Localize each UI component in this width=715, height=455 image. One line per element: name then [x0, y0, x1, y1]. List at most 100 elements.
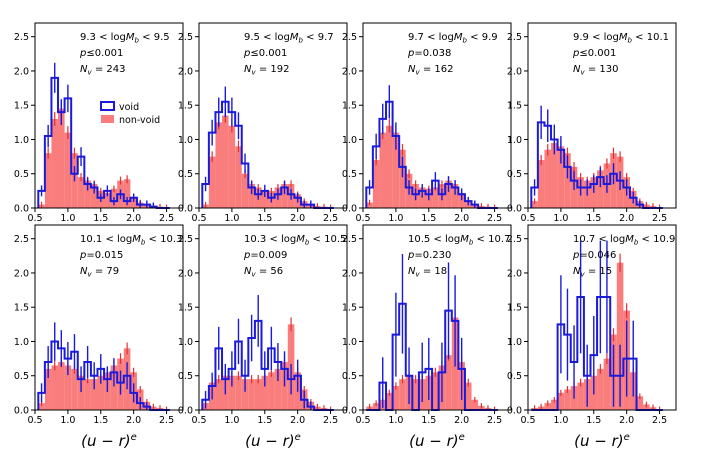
nonvoid-bar [281, 184, 288, 208]
panel-5: 0.5 1.0 1.5 2.0 2.50.00.51.01.52.02.5 10.1 < … [14, 224, 184, 450]
mass-subscript: b [299, 37, 304, 45]
mass-symbol: M [625, 234, 634, 245]
y-tick-label: 2.0 [14, 66, 29, 77]
x-tick-label: 1.5 [257, 213, 272, 224]
nonvoid-bar [235, 146, 242, 208]
nonvoid-bar [77, 375, 85, 410]
x-axis-label-sup: e [295, 432, 301, 443]
mass-range-op: < log [266, 234, 296, 245]
nonvoid-bar [38, 403, 45, 410]
p-symbol: p [79, 250, 86, 261]
y-tick-label: 0.0 [342, 204, 357, 215]
mass-range-high: 9.9 [482, 32, 498, 43]
annotation-p-value: p=0.015 [79, 250, 123, 261]
x-tick-label: 2.0 [290, 415, 305, 426]
y-tick-label: 1.5 [342, 101, 357, 112]
nonvoid-bar [261, 375, 269, 410]
mass-range-op: < log [589, 32, 619, 43]
axes-frame [527, 22, 677, 209]
nonvoid-bar [643, 404, 650, 410]
nonvoid-bar [130, 197, 137, 208]
x-tick-label: 0.5 [520, 415, 535, 426]
n-equals: = [420, 266, 435, 277]
nonvoid-bar [399, 379, 406, 410]
n-subscript: v [580, 69, 585, 77]
mass-range-op2: < [473, 234, 488, 245]
x-tick-label: 1.0 [388, 415, 403, 426]
mass-range-high: 9.7 [318, 32, 334, 43]
y-tick-label: 0.5 [178, 169, 193, 180]
nonvoid-bar [451, 184, 459, 208]
y-tick-label: 2.5 [507, 32, 522, 43]
mass-subscript: b [628, 37, 633, 45]
nonvoid-bar [261, 190, 269, 208]
nonvoid-bar [254, 379, 262, 410]
mass-range-high: 10.7 [488, 234, 510, 245]
y-tick-label: 0.5 [14, 169, 29, 180]
nonvoid-bar [616, 262, 624, 410]
n-equals: = [420, 64, 435, 75]
nonvoid-bar [379, 132, 387, 208]
n-symbol: N [244, 64, 252, 75]
y-tick-label: 1.0 [178, 337, 193, 348]
x-tick-label: 2.0 [126, 213, 141, 224]
annotation-void-count: Nv = 130 [573, 64, 618, 77]
mass-range-op2: < [145, 234, 160, 245]
y-tick-label: 0.0 [507, 204, 522, 215]
x-tick-label: 0.5 [355, 415, 370, 426]
mass-range-high: 10.1 [647, 32, 669, 43]
y-tick-label: 2.0 [342, 66, 357, 77]
y-tick-label: 0.5 [507, 371, 522, 382]
nonvoid-bar [392, 386, 400, 410]
n-symbol: N [80, 64, 88, 75]
x-tick-label: 0.5 [27, 213, 42, 224]
nonvoid-bar [241, 379, 249, 410]
mass-range-low: 10.3 [244, 234, 266, 245]
x-tick-label: 2.0 [454, 415, 469, 426]
nonvoid-bar [123, 179, 131, 208]
p-value-number: 0.001 [588, 48, 617, 59]
n-symbol: N [244, 266, 252, 277]
axes-frame [362, 224, 512, 411]
x-axis-label-sup: e [131, 432, 137, 443]
mass-symbol: M [126, 32, 135, 43]
y-tick-label: 1.5 [342, 303, 357, 314]
n-symbol: N [408, 266, 416, 277]
annotation-void-count: Nv = 162 [408, 64, 453, 77]
nonvoid-bar [432, 187, 439, 208]
y-tick-label: 2.0 [507, 66, 522, 77]
x-tick-label: 2.0 [619, 213, 634, 224]
legend-void-label: void [119, 102, 139, 113]
mass-range-op: < log [260, 32, 290, 43]
x-tick-label: 2.5 [487, 213, 502, 224]
x-tick-label: 2.0 [454, 213, 469, 224]
axes-frame [198, 22, 348, 209]
x-tick-label: 2.5 [323, 213, 338, 224]
void-step-line [365, 100, 498, 209]
n-void-number: 18 [434, 266, 447, 277]
y-tick-label: 2.0 [342, 268, 357, 279]
legend-nonvoid-swatch [101, 115, 114, 123]
x-tick-label: 2.5 [159, 415, 174, 426]
y-tick-label: 2.5 [342, 234, 357, 245]
y-tick-label: 1.5 [14, 101, 29, 112]
nonvoid-bar [248, 379, 255, 410]
x-tick-label: 0.5 [27, 415, 42, 426]
x-tick-label: 1.0 [60, 415, 75, 426]
nonvoid-bar [90, 184, 98, 208]
nonvoid-bar [399, 149, 406, 208]
mass-subscript: b [135, 37, 140, 45]
y-tick-label: 2.5 [14, 234, 29, 245]
nonvoid-bar [84, 180, 91, 208]
y-tick-label: 1.5 [14, 303, 29, 314]
mass-range-op: < log [96, 32, 126, 43]
n-void-number: 243 [106, 64, 125, 75]
y-tick-label: 2.5 [178, 32, 193, 43]
x-tick-label: 0.5 [355, 213, 370, 224]
y-tick-label: 1.0 [178, 135, 193, 146]
x-tick-label: 1.5 [257, 415, 272, 426]
p-symbol: p [243, 250, 250, 261]
y-tick-label: 0.0 [178, 406, 193, 417]
nonvoid-bar [603, 358, 611, 410]
annotation-mass-range: 10.3 < logMb < 10.5 [244, 234, 346, 247]
